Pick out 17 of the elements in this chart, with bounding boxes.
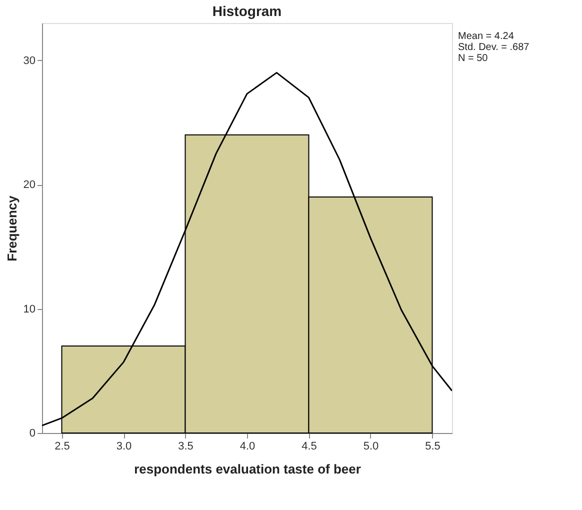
x-axis-title: respondents evaluation taste of beer: [134, 462, 361, 476]
x-tick-label: 4.5: [302, 440, 317, 452]
y-tick-label: 20: [23, 179, 36, 192]
y-tick-label: 10: [23, 303, 36, 316]
x-tick-label: 5.5: [425, 440, 440, 452]
x-tick-label: 5.0: [363, 440, 379, 452]
text: Std. Dev. = .687: [458, 42, 530, 53]
x-tick-label: 4.0: [240, 440, 256, 452]
y-axis-title: Frequency: [4, 194, 20, 262]
x-tick-label: 3.5: [178, 440, 194, 452]
x-tick-label: 2.5: [54, 440, 70, 452]
x-tick-label: 3.0: [116, 440, 132, 452]
chart-title: Histogram: [212, 3, 282, 19]
text: Mean = 4.24: [458, 31, 514, 42]
y-tick-label: 30: [23, 54, 36, 67]
y-tick-label: 0: [29, 428, 36, 440]
text: N = 50: [458, 53, 488, 64]
